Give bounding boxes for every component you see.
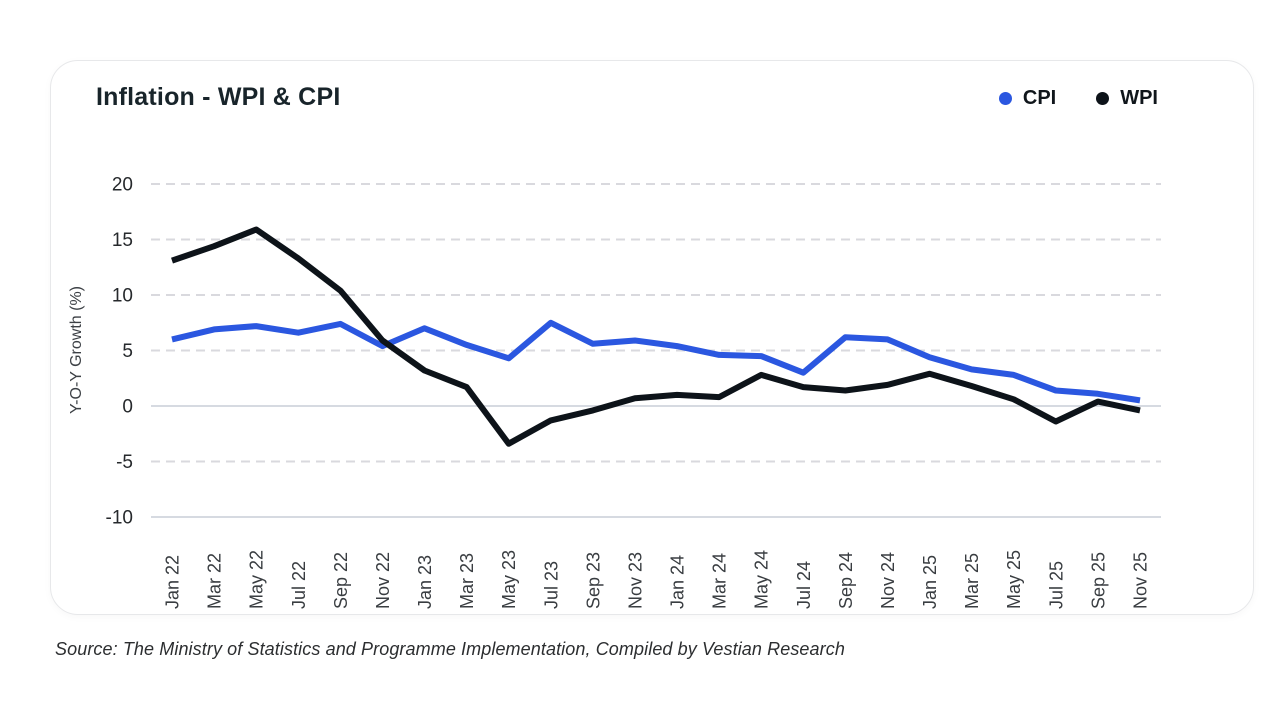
x-tick-label: Mar 25 (962, 553, 982, 609)
x-tick-label: Jul 25 (1046, 561, 1066, 609)
x-tick-label: Jul 22 (289, 561, 309, 609)
chart-legend: CPI WPI (998, 87, 1158, 110)
y-tick-label: 20 (112, 175, 133, 196)
y-tick-label: 5 (122, 341, 133, 362)
wpi-line (171, 226, 1141, 447)
x-tick-label: Nov 23 (625, 552, 645, 609)
cpi-line (171, 319, 1141, 404)
y-tick-label: 10 (112, 286, 133, 307)
x-tick-label: May 22 (247, 550, 267, 609)
source-note: Source: The Ministry of Statistics and P… (55, 639, 845, 659)
page-title: Inflation - WPI & CPI (96, 83, 341, 111)
x-tick-label: Jan 23 (415, 555, 435, 609)
x-tick-label: Jan 25 (920, 555, 940, 609)
x-tick-label: Nov 22 (373, 552, 393, 609)
y-tick-label: 15 (112, 230, 133, 251)
cpi-dot-icon (998, 92, 1012, 105)
wpi-dot-icon (1096, 92, 1110, 105)
legend-item-wpi: WPI (1096, 87, 1158, 110)
y-tick-label: -10 (106, 508, 133, 529)
x-tick-label: Jan 24 (668, 555, 688, 609)
x-tick-label: Nov 25 (1130, 552, 1150, 609)
x-tick-label: Sep 25 (1088, 552, 1108, 609)
legend-item-cpi: CPI (998, 87, 1057, 110)
x-tick-label: Sep 22 (331, 552, 351, 609)
legend-label-wpi: WPI (1120, 87, 1158, 109)
x-tick-label: May 25 (1004, 550, 1024, 609)
x-tick-label: Jul 24 (794, 561, 814, 609)
x-tick-label: Jan 22 (163, 555, 183, 609)
x-tick-label: Sep 24 (836, 552, 856, 609)
x-tick-label: Nov 24 (878, 552, 898, 609)
x-tick-label: May 23 (499, 550, 519, 609)
x-tick-label: May 24 (752, 550, 772, 609)
x-tick-label: Mar 22 (205, 553, 225, 609)
legend-label-cpi: CPI (1022, 87, 1057, 109)
x-tick-label: Sep 23 (583, 552, 603, 609)
x-tick-label: Mar 24 (710, 553, 730, 609)
chart-canvas: 20 15 10 5 0 -5 -10 Jan 22 Mar 22 May 22 Jul 22 Sep… (106, 175, 1161, 609)
y-tick-label: 0 (122, 397, 133, 418)
x-tick-label: Mar 23 (457, 553, 477, 609)
x-tick-label: Jul 23 (541, 561, 561, 609)
chart-card: Inflation - WPI & CPI CPI WPI Y-O-Y Grow… (50, 60, 1254, 615)
y-tick-label: -5 (116, 452, 133, 473)
